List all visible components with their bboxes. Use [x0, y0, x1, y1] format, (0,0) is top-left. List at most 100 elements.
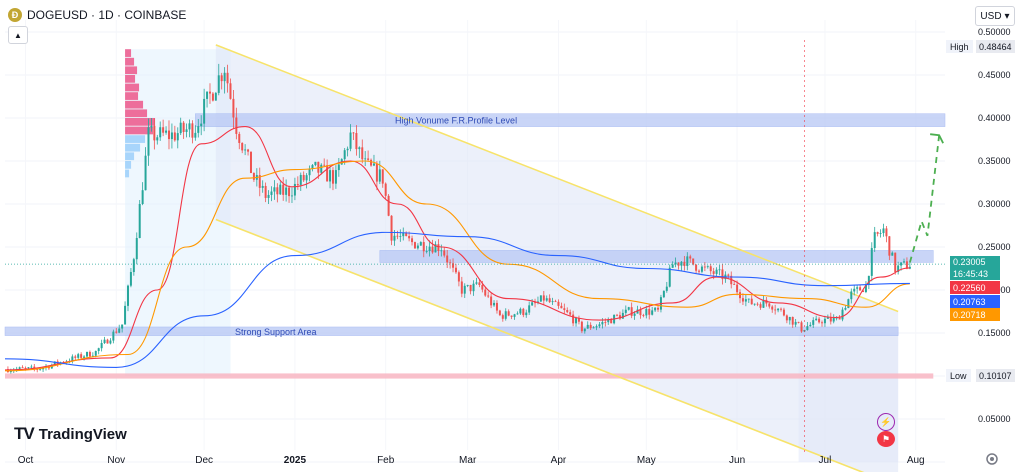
profile-bar [125, 118, 156, 126]
candle-body [771, 306, 774, 310]
ma-line [4, 231, 910, 368]
candle-body [501, 315, 504, 319]
candle-body [279, 184, 282, 195]
candle-body [39, 369, 42, 371]
candle-body [249, 151, 252, 174]
candle-body [589, 324, 592, 329]
candle-body [484, 289, 487, 296]
us-flag-icon[interactable]: ⚑ [877, 431, 895, 447]
candle-body [167, 130, 170, 140]
candle-body [390, 215, 393, 241]
candle-body [513, 314, 516, 317]
candle-body [241, 142, 244, 151]
profile-bar [125, 109, 148, 118]
high-label: High [946, 40, 973, 53]
candle-body [71, 356, 74, 362]
candle-body [569, 312, 572, 315]
candle-body [106, 339, 109, 344]
candle-body [30, 366, 33, 368]
candle-body [709, 266, 712, 272]
candle-body [399, 236, 402, 237]
candle-body [616, 314, 619, 316]
candle-body [244, 149, 247, 151]
candle-body [689, 256, 692, 259]
candles [6, 63, 911, 374]
candle-body [542, 295, 545, 301]
candle-body [718, 269, 721, 271]
candle-body [147, 127, 150, 156]
candle-body [850, 291, 853, 300]
tradingview-logo[interactable]: TV TradingView [14, 424, 127, 444]
candle-body [607, 319, 610, 323]
candle-body [768, 303, 771, 307]
ma-mid-tag: 0.20718 [950, 308, 1000, 321]
profile-bar [125, 169, 130, 178]
candle-body [173, 132, 176, 141]
candle-body [753, 303, 756, 305]
candle-body [859, 287, 862, 291]
ma-line [4, 126, 910, 371]
x-tick-label: Apr [551, 455, 567, 466]
candle-body [703, 266, 706, 268]
candle-body [844, 308, 847, 310]
candle-body [446, 255, 449, 263]
candle-body [443, 250, 446, 256]
candle-body [671, 264, 674, 268]
candle-body [829, 316, 832, 322]
candle-body [276, 187, 279, 195]
candle-body [657, 307, 660, 310]
candle-body [9, 370, 12, 373]
candle-body [387, 195, 390, 216]
candle-body [668, 267, 671, 287]
candle-body [74, 356, 77, 358]
candle-body [378, 169, 381, 182]
gear-icon[interactable] [985, 452, 999, 466]
moving-averages [4, 126, 910, 372]
candle-body [206, 91, 209, 99]
candle-body [413, 242, 416, 249]
candle-body [862, 290, 865, 293]
candle-body [211, 93, 214, 101]
symbol-title: DOGEUSD · 1D · COINBASE [27, 8, 187, 22]
candle-body [18, 367, 21, 369]
candle-body [575, 318, 578, 324]
x-tick-label: Mar [459, 455, 477, 466]
candle-body [818, 318, 821, 323]
candle-body [595, 326, 598, 328]
candle-body [633, 313, 636, 316]
collapse-chevron-icon[interactable]: ▲ [8, 26, 28, 44]
candle-body [449, 262, 452, 264]
candle-body [346, 148, 349, 151]
candle-body [876, 232, 879, 234]
candle-body [885, 228, 888, 237]
y-tick-label: 0.35000 [978, 156, 1011, 166]
candle-body [457, 272, 460, 282]
symbol-header[interactable]: Ð DOGEUSD · 1D · COINBASE [8, 6, 186, 24]
candle-body [618, 315, 621, 319]
candle-body [721, 269, 724, 280]
candle-body [194, 132, 197, 138]
currency-selector[interactable]: USD ▾ [975, 6, 1015, 26]
x-tick-label: Dec [195, 455, 213, 466]
x-tick-label: May [637, 455, 656, 466]
candle-body [463, 285, 466, 294]
candle-body [821, 322, 824, 324]
candle-body [220, 75, 223, 82]
candle-body [217, 75, 220, 93]
candle-body [405, 232, 408, 237]
candle-body [214, 92, 217, 101]
ma-line [4, 160, 910, 372]
candle-body [853, 288, 856, 292]
x-tick-label: Aug [907, 455, 925, 466]
zone-label: High Vonume F.R.Profile Level [395, 116, 517, 126]
candle-body [153, 125, 156, 141]
candle-body [270, 191, 273, 195]
candle-body [126, 285, 129, 306]
candle-body [320, 164, 323, 173]
channel-upper-line [215, 44, 899, 313]
lightning-icon[interactable]: ⚡ [877, 413, 895, 431]
candle-body [879, 233, 882, 234]
candle-body [560, 305, 563, 309]
candle-body [905, 261, 908, 269]
